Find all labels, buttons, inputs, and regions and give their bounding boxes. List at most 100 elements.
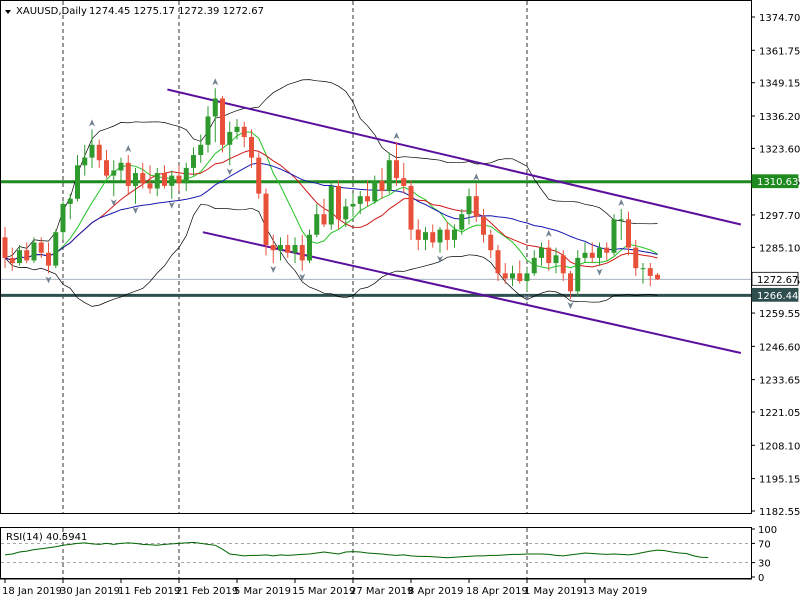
time-tick-label: 13 May 2019 [582,586,647,597]
candle-body [394,160,399,179]
candle-body [278,245,283,251]
bollinger-upper-line [4,79,658,259]
candle-body [415,229,421,240]
candle-body [154,173,160,189]
price-tick-label: 1233.65 [759,376,800,387]
candle-body [626,219,631,248]
candle-body [234,126,240,132]
candle-body [502,273,508,279]
candle-body [46,252,51,266]
price-tick-label: 1208.10 [759,441,800,452]
candle-body [104,160,109,176]
candle-body [531,257,537,274]
price-tick-label: 1297.70 [759,211,800,222]
candle-body [328,185,334,225]
time-tick-label: 18 Apr 2019 [466,586,528,597]
candle-body [437,229,443,243]
price-tick-label: 1246.60 [759,342,800,353]
candle-body [60,203,66,233]
candle-body [38,242,44,253]
candle-body [125,162,131,186]
candle-body [220,98,225,145]
time-tick-label: 8 Apr 2019 [408,586,463,597]
candle-body [640,268,646,270]
time-tick-label: 5 Mar 2019 [234,586,291,597]
price-tick-label: 1182.55 [759,507,800,518]
candle-body [336,185,341,220]
candle-body [488,234,494,251]
candle-body [444,229,450,240]
candle-body [401,178,407,186]
candle-body [82,157,88,166]
candle-body [198,144,204,156]
candle-body [292,245,298,253]
candle-body [96,144,102,161]
price-labels: 1310.63 1272.67 1266.44 [751,174,799,302]
fractal-down-icon [110,199,117,207]
candle-body [560,255,566,274]
price-tick-label: 1285.10 [759,243,800,254]
candle-body [379,180,385,192]
candle-body [263,193,269,246]
candle-body [9,257,15,264]
fractal-markers [45,78,625,310]
candle-body [169,175,175,186]
fractal-down-icon [132,206,139,214]
candle-body [481,216,486,235]
candle-body [452,229,457,240]
fractal-down-icon [299,273,306,281]
price-tick-label: 1349.15 [759,79,800,90]
candle-body [495,250,501,274]
price-tick-label: 1361.75 [759,46,800,57]
price-tick-label: 1259.55 [759,309,800,320]
candle-body [53,232,59,266]
candle-body [227,131,233,145]
time-tick-label: 21 Feb 2019 [176,586,238,597]
time-tick-label: 1 May 2019 [524,586,583,597]
fractal-up-icon [89,119,95,127]
price-tick-label: 1374.70 [759,13,800,24]
fractal-down-icon [270,266,277,274]
fractal-down-icon [524,294,530,302]
candlesticks [2,88,660,300]
fractal-down-icon [168,201,175,209]
rsi-tick-label: 100 [758,525,777,536]
candle-body [321,214,327,225]
time-tick-label: 18 Jan 2019 [2,586,62,597]
candle-body [365,196,370,202]
candle-body [270,245,276,251]
candle-body [89,144,95,158]
candle-body [510,273,515,279]
fractal-down-icon [45,276,52,284]
candle-body [618,219,624,221]
candle-body [575,257,581,292]
candle-body [655,274,660,280]
candle-body [647,268,653,276]
fractal-up-icon [473,173,480,181]
time-tick-label: 11 Feb 2019 [118,586,180,597]
candle-body [183,167,189,184]
candle-body [589,252,595,258]
fractal-up-icon [125,145,132,153]
candle-body [205,116,211,145]
time-tick-label: 27 Mar 2019 [350,586,413,597]
fractal-down-icon [567,302,574,310]
rsi-indicator: RSI(14) 40.5941 100 70 30 0 [1,525,777,584]
candle-body [408,185,414,230]
candle-body [75,165,80,199]
price-tick-label: 1323.60 [759,144,800,155]
candle-body [111,170,117,176]
triangle-down-icon[interactable] [5,10,11,14]
candle-body [299,245,305,261]
fractal-down-icon [437,255,443,263]
price-tag-box [751,287,799,302]
candle-body [140,173,146,184]
candle-body [517,273,523,282]
candle-body [285,245,291,253]
time-tick-label: 15 Mar 2019 [292,586,355,597]
fractal-up-icon [393,132,400,140]
candle-body [176,175,182,184]
